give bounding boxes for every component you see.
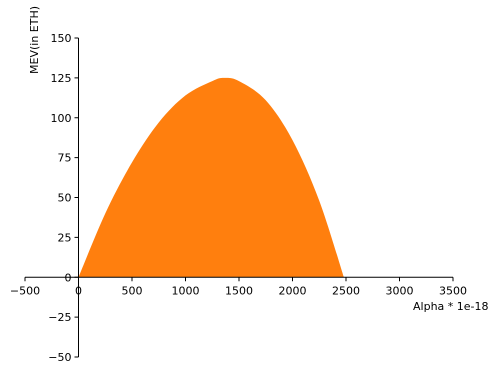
y-tick-label: 125 <box>51 72 72 85</box>
area-series <box>78 77 344 278</box>
y-ticks: −50 −25 0 25 50 75 100 125 150 <box>48 32 79 364</box>
y-tick-label: 0 <box>65 271 72 284</box>
x-tick-label: 3000 <box>386 284 414 297</box>
y-tick-label: 25 <box>58 231 72 244</box>
y-tick-label: −50 <box>48 351 71 364</box>
y-tick-label: 50 <box>58 192 72 205</box>
x-tick-label: 2500 <box>332 284 360 297</box>
x-tick-label: −500 <box>10 284 40 297</box>
y-tick-label: 150 <box>51 32 72 45</box>
x-axis-label: Alpha * 1e-18 <box>413 300 489 313</box>
y-tick-label: −25 <box>48 311 71 324</box>
x-tick-label: 1000 <box>172 284 200 297</box>
x-tick-label: 1500 <box>225 284 253 297</box>
y-axis-label: MEV(in ETH) <box>28 6 41 74</box>
x-ticks: −500 0 500 1000 1500 2000 2500 3000 3500 <box>10 277 467 297</box>
x-tick-label: 0 <box>75 284 82 297</box>
y-tick-label: 75 <box>58 152 72 165</box>
y-tick-label: 100 <box>51 112 72 125</box>
x-tick-label: 2000 <box>279 284 307 297</box>
x-tick-label: 500 <box>122 284 143 297</box>
x-tick-label: 3500 <box>439 284 467 297</box>
